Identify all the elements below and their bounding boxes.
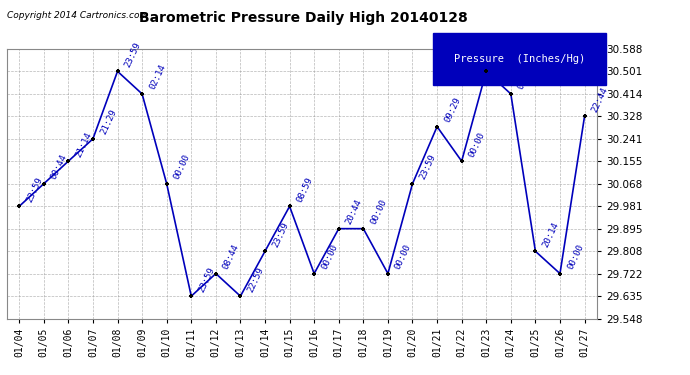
Point xyxy=(530,248,541,254)
Point xyxy=(137,91,148,97)
Text: 00:00: 00:00 xyxy=(319,243,339,271)
Text: 00:00: 00:00 xyxy=(172,153,192,181)
Point xyxy=(38,181,49,187)
Point xyxy=(456,158,467,164)
Point xyxy=(505,91,516,97)
Text: 20:44: 20:44 xyxy=(344,198,364,226)
Text: 22:59: 22:59 xyxy=(246,265,266,293)
Point xyxy=(63,158,74,164)
Text: 00:00: 00:00 xyxy=(467,130,486,158)
Text: 00:00: 00:00 xyxy=(566,243,585,271)
Point xyxy=(308,271,319,277)
Text: 02:14: 02:14 xyxy=(148,63,167,91)
Text: 18:: 18: xyxy=(492,50,506,69)
Text: 00:44: 00:44 xyxy=(49,153,69,181)
Text: 22:44: 22:44 xyxy=(590,85,610,114)
Text: 00:00: 00:00 xyxy=(516,63,536,91)
Point xyxy=(333,226,344,232)
Text: 21:29: 21:29 xyxy=(99,108,118,136)
Point xyxy=(579,113,590,119)
Text: 21:14: 21:14 xyxy=(74,130,93,158)
Point xyxy=(88,136,99,142)
Text: Pressure  (Inches/Hg): Pressure (Inches/Hg) xyxy=(454,54,585,64)
Text: 08:44: 08:44 xyxy=(221,243,241,271)
Point xyxy=(358,226,369,232)
Point xyxy=(481,68,492,74)
Point xyxy=(555,271,566,277)
Point xyxy=(161,181,172,187)
Point xyxy=(235,293,246,299)
Text: 00:00: 00:00 xyxy=(393,243,413,271)
Point xyxy=(382,271,393,277)
Text: 09:29: 09:29 xyxy=(442,96,462,124)
Text: 23:59: 23:59 xyxy=(123,40,143,69)
Point xyxy=(431,124,442,130)
Text: Copyright 2014 Cartronics.com: Copyright 2014 Cartronics.com xyxy=(7,11,148,20)
Text: 08:59: 08:59 xyxy=(295,176,315,204)
Text: 20:14: 20:14 xyxy=(541,220,560,249)
Text: 23:59: 23:59 xyxy=(418,153,437,181)
Point xyxy=(112,68,123,74)
Point xyxy=(407,181,418,187)
Text: 23:59: 23:59 xyxy=(197,265,217,293)
Point xyxy=(186,293,197,299)
Text: Barometric Pressure Daily High 20140128: Barometric Pressure Daily High 20140128 xyxy=(139,11,468,25)
Point xyxy=(284,203,295,209)
Point xyxy=(14,203,25,209)
Point xyxy=(259,248,270,254)
Text: 00:00: 00:00 xyxy=(369,198,388,226)
Text: 23:59: 23:59 xyxy=(25,176,44,204)
Text: 23:59: 23:59 xyxy=(270,220,290,249)
Point xyxy=(210,271,221,277)
